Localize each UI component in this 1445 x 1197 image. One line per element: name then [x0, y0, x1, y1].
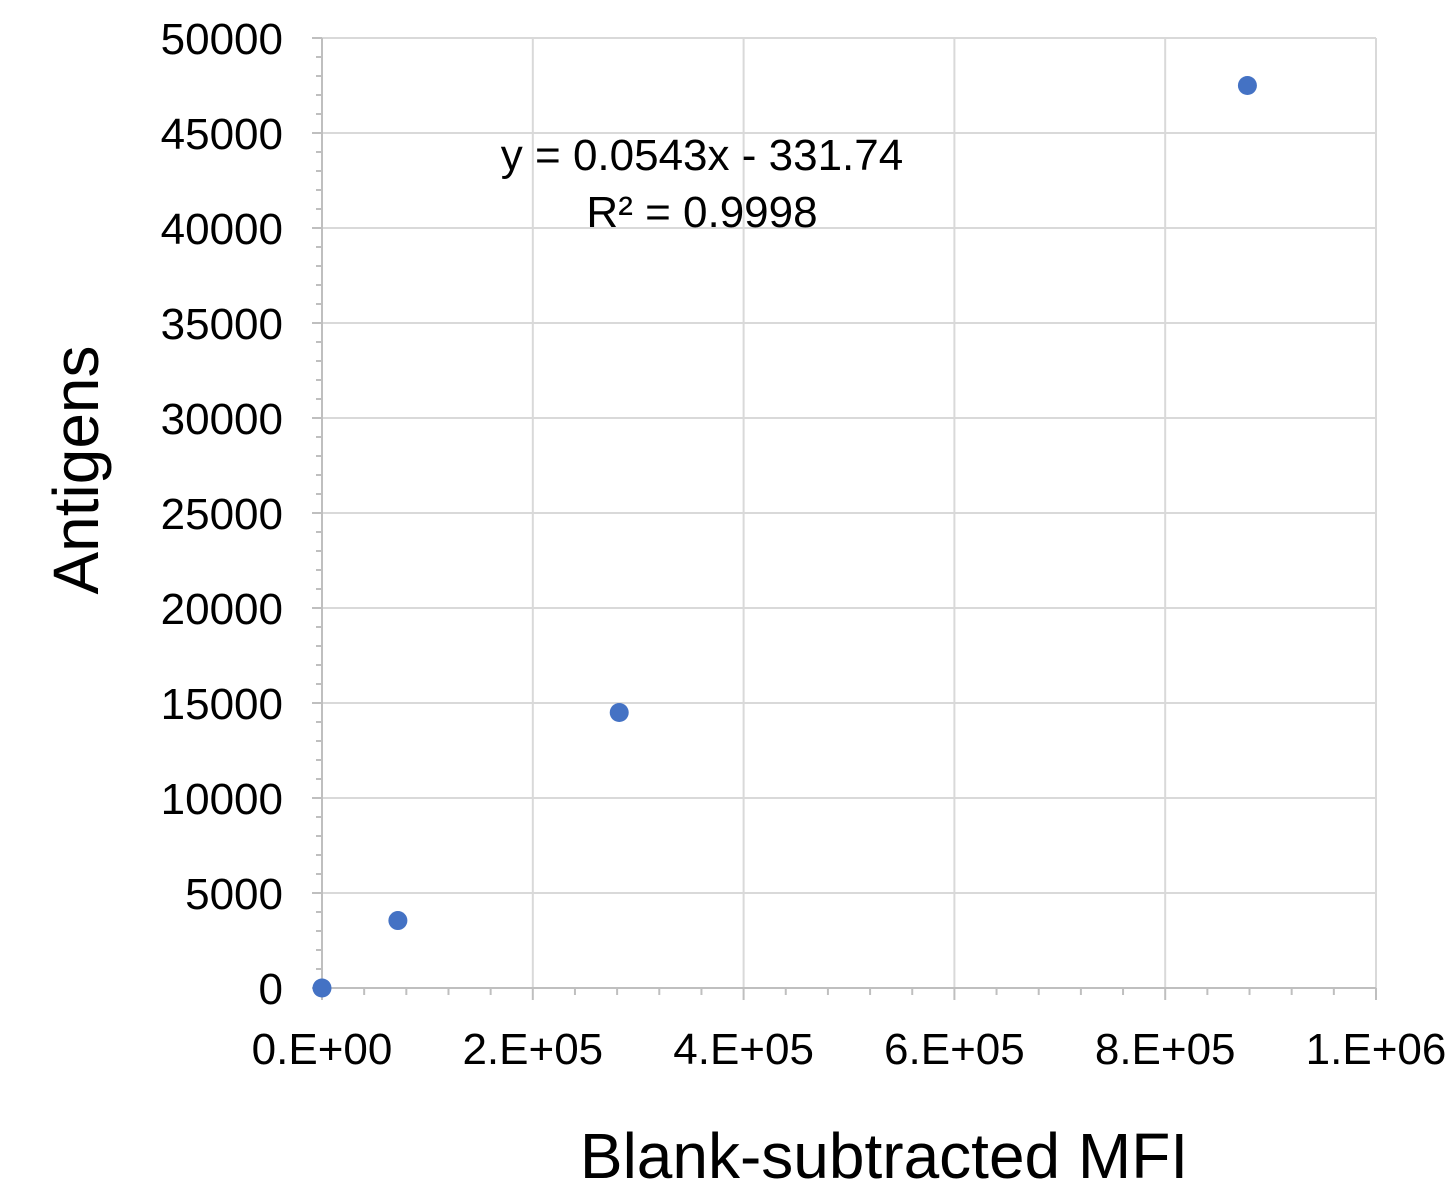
- data-point: [388, 911, 408, 931]
- x-axis-title: Blank-subtracted MFI: [580, 1120, 1188, 1192]
- y-tick-label: 5000: [185, 870, 283, 919]
- y-tick-label: 50000: [161, 15, 283, 64]
- x-tick-label: 2.E+05: [462, 1025, 603, 1074]
- data-point: [312, 978, 332, 998]
- data-points: [312, 76, 1257, 998]
- y-tick-label: 25000: [161, 490, 283, 539]
- data-point: [609, 703, 629, 722]
- x-tick-label: 6.E+05: [884, 1025, 1025, 1074]
- y-tick-label: 30000: [161, 395, 283, 444]
- grid: [322, 37, 1377, 988]
- trendline-equation: y = 0.0543x - 331.74: [501, 131, 903, 180]
- x-tick-label: 0.E+00: [252, 1025, 393, 1074]
- data-point: [1237, 76, 1257, 95]
- y-tick-label: 20000: [161, 585, 283, 634]
- y-tick-label: 40000: [161, 205, 283, 254]
- y-tick-label: 45000: [161, 110, 283, 159]
- x-tick-label: 4.E+05: [673, 1025, 814, 1074]
- x-tick-label: 1.E+06: [1306, 1025, 1445, 1074]
- x-tick-label: 8.E+05: [1095, 1025, 1236, 1074]
- y-tick-labels: 0 5000 10000 15000 20000 25000 30000 35000 40000…: [161, 15, 283, 1014]
- axes: [312, 37, 1377, 1000]
- x-tick-labels: 0.E+00 2.E+05 4.E+05 6.E+05 8.E+05 1.E+06: [252, 1025, 1445, 1074]
- trendline-r-squared: R² = 0.9998: [586, 188, 817, 237]
- y-tick-label: 15000: [161, 680, 283, 729]
- y-tick-label: 35000: [161, 300, 283, 349]
- y-axis-title: Antigens: [40, 345, 112, 594]
- y-tick-label: 10000: [161, 775, 283, 824]
- y-tick-label: 0: [259, 965, 283, 1014]
